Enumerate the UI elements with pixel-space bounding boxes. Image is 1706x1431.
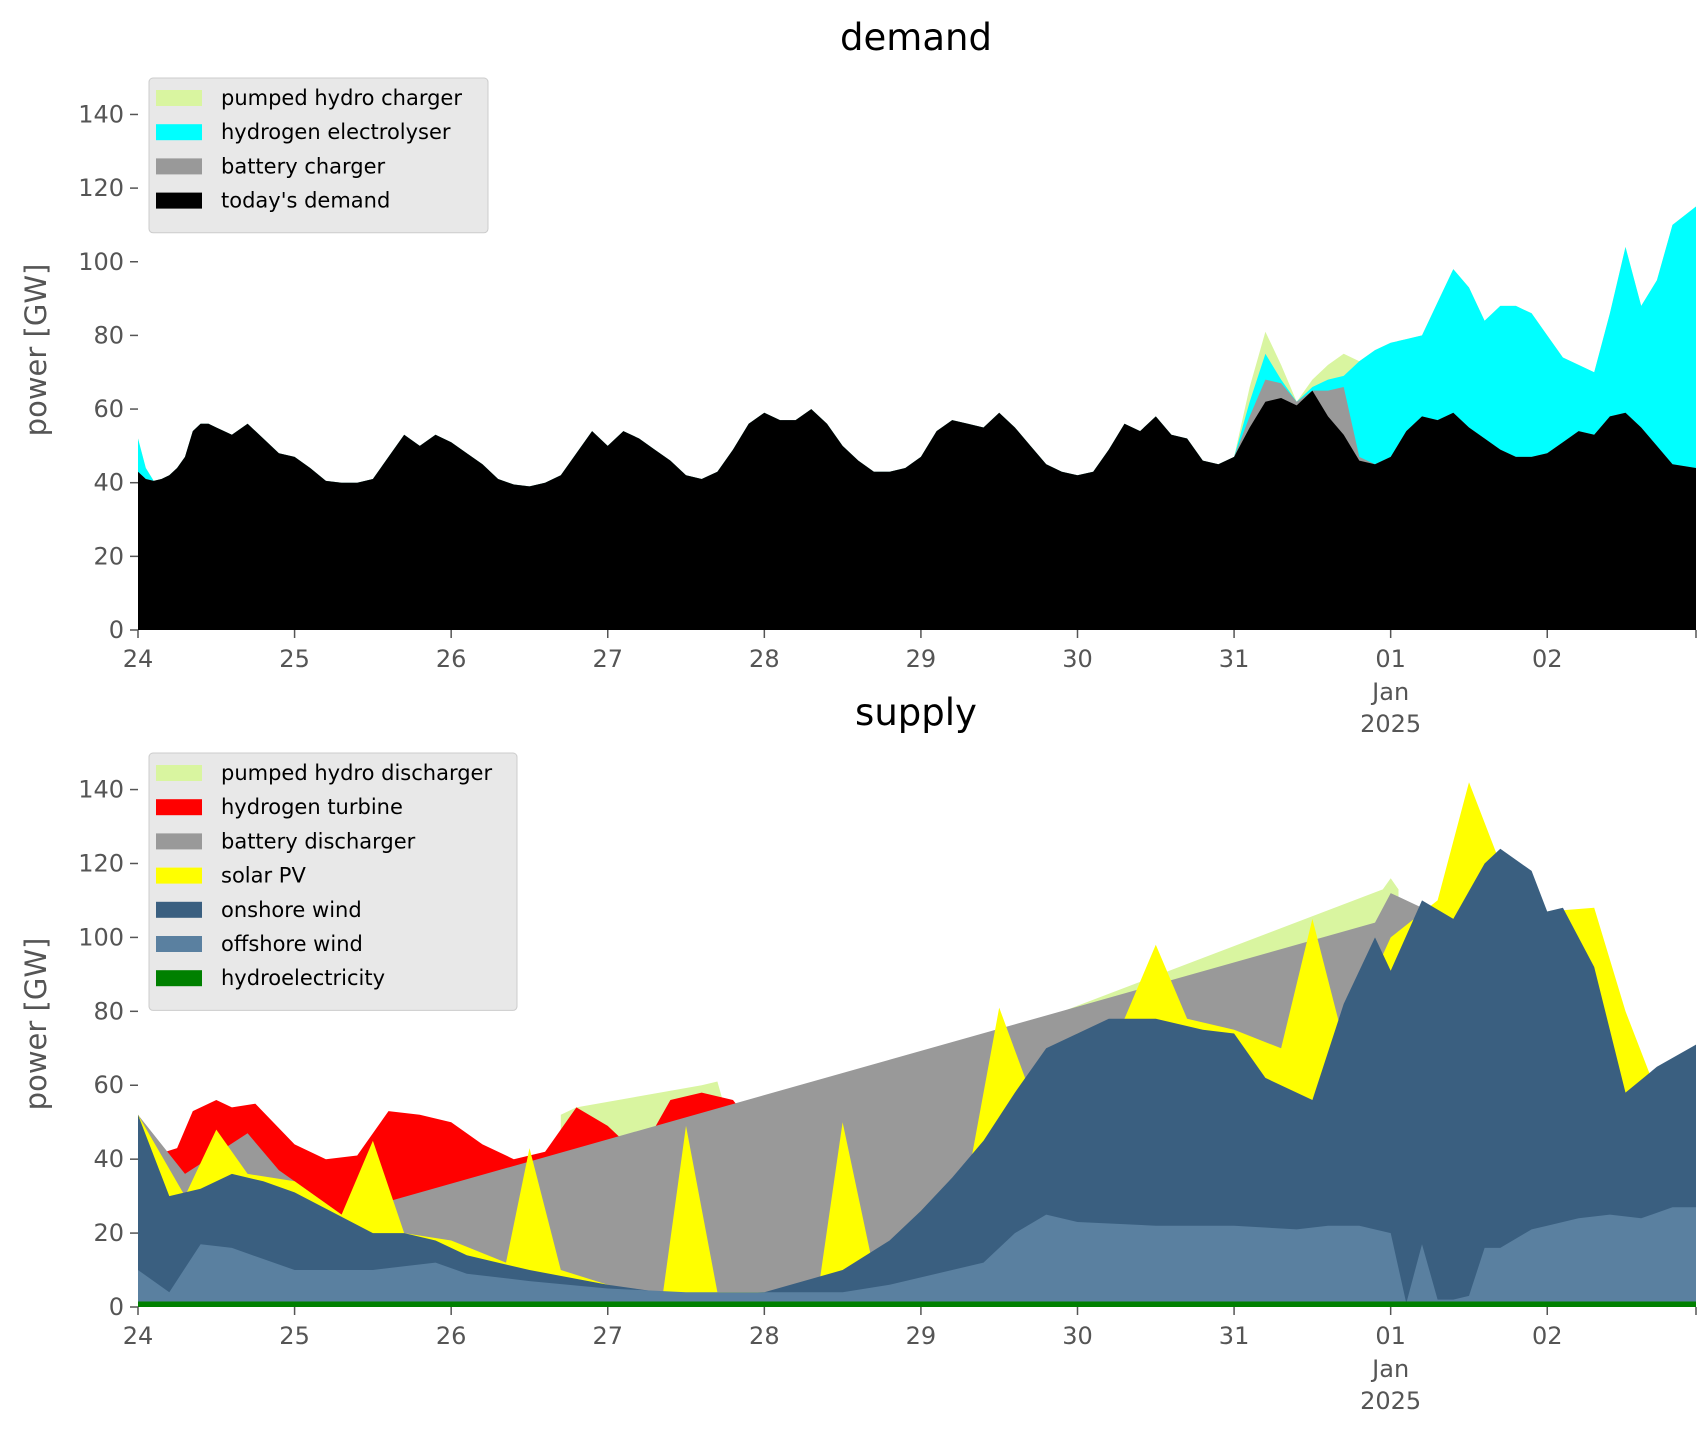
y-tick-label: 40 xyxy=(93,469,124,497)
area-hydroelectricity xyxy=(138,1301,1696,1307)
y-tick-label: 140 xyxy=(78,100,124,128)
x-tick-label: 26 xyxy=(436,645,467,673)
legend-label-today-s-demand: today's demand xyxy=(221,189,390,213)
area-today-s-demand xyxy=(138,390,1696,630)
x-tick-label: 01 xyxy=(1375,645,1406,673)
x-secondary-label: Jan xyxy=(1370,1355,1409,1383)
x-tick-label: 01 xyxy=(1375,1322,1406,1350)
y-tick-label: 20 xyxy=(93,542,124,570)
legend-label-pumped-hydro-charger: pumped hydro charger xyxy=(221,86,462,110)
x-tick-label: 31 xyxy=(1219,1322,1250,1350)
y-tick-label: 0 xyxy=(109,616,124,644)
x-tick-label: 29 xyxy=(906,1322,937,1350)
legend-swatch-hydrogen-turbine xyxy=(156,799,202,816)
supply-areas xyxy=(138,782,1696,1307)
y-tick-label: 120 xyxy=(78,174,124,202)
y-tick-label: 60 xyxy=(93,395,124,423)
y-tick-label: 80 xyxy=(93,321,124,349)
legend-label-hydrogen-turbine: hydrogen turbine xyxy=(221,795,403,819)
legend-label-onshore-wind: onshore wind xyxy=(221,898,362,922)
y-tick-label: 140 xyxy=(78,776,124,804)
supply-title: supply xyxy=(855,691,977,734)
demand-axes: 0 20 40 60 80 100 120 140 24 25 26 27 28 29 30 31 01 02 Ja… xyxy=(78,100,1697,738)
legend-swatch-pumped-hydro-discharger xyxy=(156,765,202,781)
x-secondary-label: 2025 xyxy=(1360,710,1421,738)
x-tick-label: 02 xyxy=(1532,1322,1563,1350)
x-tick-label: 30 xyxy=(1062,1322,1093,1350)
supply-legend: pumped hydro discharger hydrogen turbine b… xyxy=(148,752,518,1011)
y-tick-label: 0 xyxy=(109,1293,124,1321)
y-tick-label: 120 xyxy=(78,849,124,877)
x-tick-label: 28 xyxy=(749,1322,780,1350)
legend-label-battery-charger: battery charger xyxy=(221,154,386,178)
y-tick-label: 40 xyxy=(93,1145,124,1173)
y-tick-label: 100 xyxy=(78,248,124,276)
x-tick-label: 02 xyxy=(1532,645,1563,673)
legend-label-battery-discharger: battery discharger xyxy=(221,829,416,853)
area-offshore-wind xyxy=(138,1207,1696,1307)
x-tick-label: 25 xyxy=(279,645,310,673)
legend-label-solar-pv: solar PV xyxy=(221,864,306,888)
legend-swatch-battery-charger xyxy=(156,158,202,175)
legend-swatch-today-s-demand xyxy=(156,192,202,209)
y-tick-label: 100 xyxy=(78,923,124,951)
demand-legend: pumped hydro charger hydrogen electrolyse… xyxy=(148,77,489,234)
x-secondary-label: Jan xyxy=(1370,678,1409,706)
x-tick-label: 31 xyxy=(1219,645,1250,673)
supply-y-axis-label: power [GW] xyxy=(19,938,53,1111)
y-tick-label: 60 xyxy=(93,1071,124,1099)
demand-title: demand xyxy=(840,16,992,59)
x-tick-label: 24 xyxy=(123,645,154,673)
y-tick-label: 20 xyxy=(93,1219,124,1247)
demand-areas xyxy=(138,206,1696,630)
area-onshore-wind xyxy=(138,848,1696,1307)
x-secondary-label: 2025 xyxy=(1360,1387,1421,1415)
legend-label-pumped-hydro-discharger: pumped hydro discharger xyxy=(221,761,492,785)
legend-swatch-hydrogen-electrolyser xyxy=(156,124,202,141)
legend-swatch-hydroelectricity xyxy=(156,970,202,987)
legend-box xyxy=(148,77,489,234)
legend-label-hydroelectricity: hydroelectricity xyxy=(221,966,385,990)
legend-swatch-battery-discharger xyxy=(156,833,202,850)
x-tick-label: 29 xyxy=(906,645,937,673)
legend-box xyxy=(148,752,518,1011)
x-tick-label: 28 xyxy=(749,645,780,673)
supply-axes: 0 20 40 60 80 100 120 140 24 25 26 27 28 29 30 31 01 02 Ja… xyxy=(78,776,1697,1415)
demand-y-axis-label: power [GW] xyxy=(19,264,53,437)
x-tick-label: 30 xyxy=(1062,645,1093,673)
legend-swatch-pumped-hydro-charger xyxy=(156,90,202,106)
x-tick-label: 26 xyxy=(436,1322,467,1350)
y-tick-label: 80 xyxy=(93,997,124,1025)
x-tick-label: 24 xyxy=(123,1322,154,1350)
legend-swatch-solar-pv xyxy=(156,867,202,884)
x-tick-label: 25 xyxy=(279,1322,310,1350)
legend-swatch-onshore-wind xyxy=(156,901,202,918)
legend-label-offshore-wind: offshore wind xyxy=(221,932,363,956)
x-tick-label: 27 xyxy=(592,645,623,673)
legend-swatch-offshore-wind xyxy=(156,936,202,952)
x-tick-label: 27 xyxy=(592,1322,623,1350)
legend-label-hydrogen-electrolyser: hydrogen electrolyser xyxy=(221,120,451,144)
